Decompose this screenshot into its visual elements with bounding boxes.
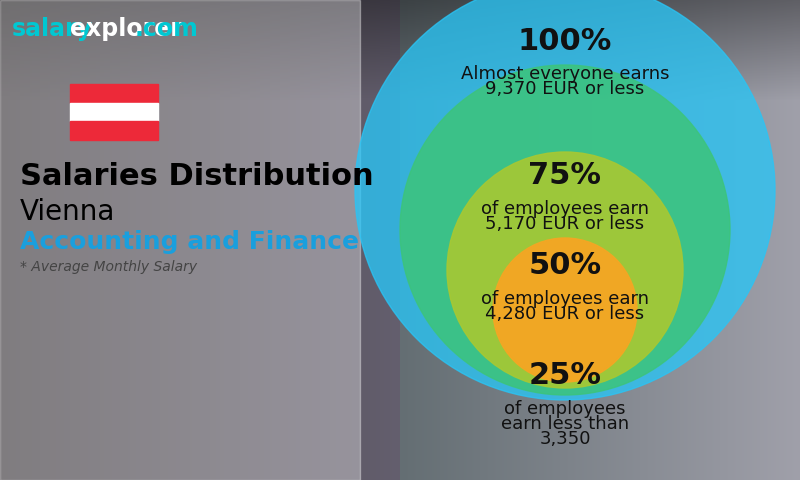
Text: 4,280 EUR or less: 4,280 EUR or less (486, 305, 645, 323)
Text: 75%: 75% (529, 161, 602, 191)
Text: of employees: of employees (504, 400, 626, 418)
Text: 3,350: 3,350 (539, 430, 590, 448)
Ellipse shape (355, 0, 775, 400)
Text: of employees earn: of employees earn (481, 290, 649, 308)
Ellipse shape (400, 65, 730, 395)
Text: Almost everyone earns: Almost everyone earns (461, 65, 670, 83)
Bar (70, 121, 158, 140)
Text: Salaries Distribution: Salaries Distribution (20, 162, 374, 191)
Text: 100%: 100% (518, 26, 612, 56)
Text: .com: .com (135, 17, 199, 41)
Ellipse shape (493, 238, 637, 382)
Text: * Average Monthly Salary: * Average Monthly Salary (20, 260, 197, 274)
Bar (0, 0, 360, 480)
Text: explorer: explorer (70, 17, 182, 41)
Ellipse shape (447, 152, 683, 388)
Text: 50%: 50% (529, 252, 602, 280)
Text: 25%: 25% (529, 361, 602, 391)
Text: 5,170 EUR or less: 5,170 EUR or less (486, 215, 645, 233)
Text: Accounting and Finance: Accounting and Finance (20, 230, 359, 254)
Text: Vienna: Vienna (20, 198, 115, 226)
Text: of employees earn: of employees earn (481, 200, 649, 218)
Text: salary: salary (12, 17, 93, 41)
Bar (70, 84, 158, 103)
Text: earn less than: earn less than (501, 415, 629, 433)
Bar (70, 103, 158, 121)
Text: 9,370 EUR or less: 9,370 EUR or less (486, 80, 645, 98)
